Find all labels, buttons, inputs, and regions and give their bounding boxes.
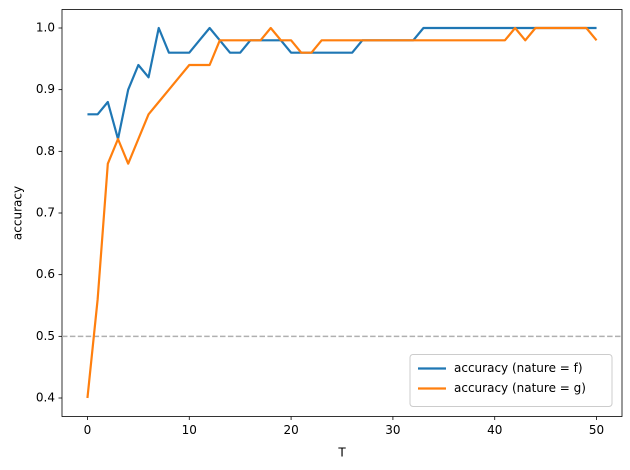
x-axis-label: T <box>337 446 346 460</box>
y-tick-label: 0.8 <box>36 144 55 158</box>
legend-label: accuracy (nature = g) <box>454 381 586 395</box>
y-tick-label: 0.7 <box>36 206 55 220</box>
legend-box <box>409 354 613 407</box>
y-tick-label: 0.5 <box>36 329 55 343</box>
x-tick-label: 30 <box>385 423 400 437</box>
x-tick-label: 0 <box>84 423 92 437</box>
x-tick-label: 50 <box>589 423 604 437</box>
legend-label: accuracy (nature = f) <box>454 361 583 375</box>
x-tick-label: 10 <box>182 423 197 437</box>
y-tick-label: 0.4 <box>36 391 55 405</box>
y-tick-label: 0.6 <box>36 267 55 281</box>
data-line <box>87 26 597 141</box>
y-tick-label: 0.9 <box>36 82 55 96</box>
x-tick-label: 20 <box>283 423 298 437</box>
data-line <box>86 26 598 399</box>
y-tick-label: 1.0 <box>36 21 55 35</box>
y-axis-label: accuracy <box>11 186 25 240</box>
x-tick-label: 40 <box>487 423 502 437</box>
